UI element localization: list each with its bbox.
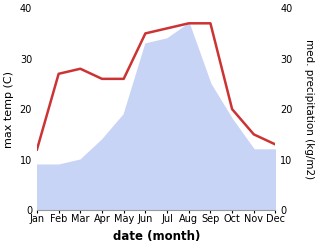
Y-axis label: med. precipitation (kg/m2): med. precipitation (kg/m2) <box>304 39 314 179</box>
X-axis label: date (month): date (month) <box>113 230 200 243</box>
Y-axis label: max temp (C): max temp (C) <box>4 71 14 148</box>
